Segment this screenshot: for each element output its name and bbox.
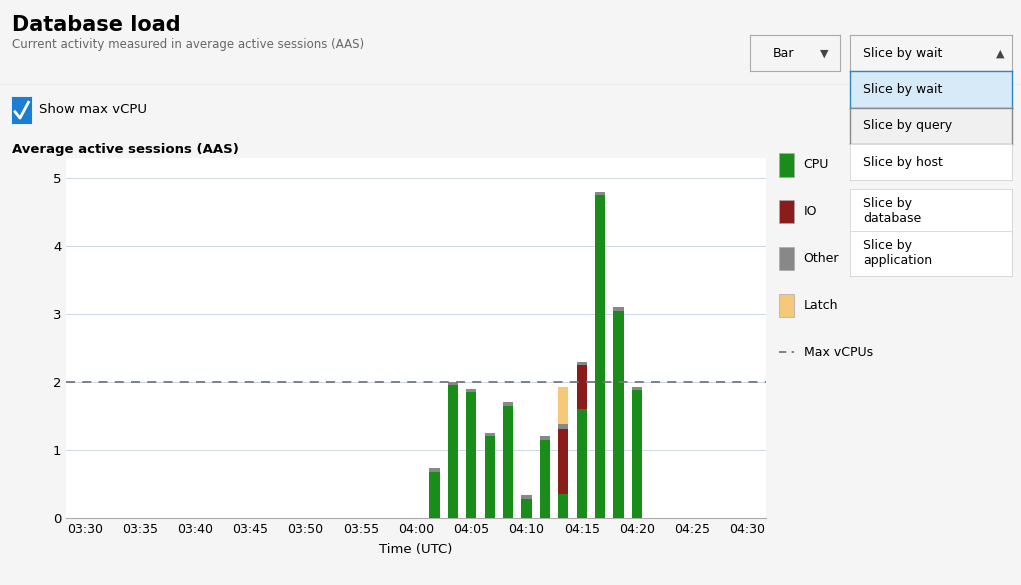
Bar (503, 406, 514, 518)
Bar (779, 153, 793, 177)
Bar (540, 436, 550, 440)
Bar (632, 387, 642, 390)
Bar (577, 409, 587, 518)
Bar (779, 294, 793, 317)
Text: CPU: CPU (804, 159, 829, 171)
Text: ▼: ▼ (820, 48, 828, 58)
Bar (558, 429, 569, 494)
Bar (779, 200, 793, 223)
Bar (540, 440, 550, 518)
Bar (577, 362, 587, 365)
Text: Slice by wait: Slice by wait (864, 83, 942, 96)
Text: Slice by host: Slice by host (864, 156, 943, 168)
Text: Slice by
application: Slice by application (864, 239, 932, 267)
Bar (503, 402, 514, 406)
Bar (558, 387, 569, 424)
Bar (614, 311, 624, 518)
Text: Other: Other (804, 252, 839, 265)
Bar (485, 436, 495, 518)
Bar (448, 382, 458, 386)
Bar (430, 468, 439, 472)
Bar (558, 424, 569, 429)
Bar (485, 433, 495, 436)
Text: Bar: Bar (773, 47, 794, 60)
Text: Max vCPUs: Max vCPUs (804, 346, 873, 359)
Bar (577, 365, 587, 409)
Bar (522, 499, 532, 518)
Bar (558, 494, 569, 518)
Text: IO: IO (804, 205, 817, 218)
Text: Slice by query: Slice by query (864, 119, 953, 132)
Bar (430, 472, 439, 518)
Bar (595, 195, 605, 518)
Text: Average active sessions (AAS): Average active sessions (AAS) (12, 143, 239, 156)
Bar (779, 247, 793, 270)
Text: Current activity measured in average active sessions (AAS): Current activity measured in average act… (12, 38, 364, 51)
Text: Slice by wait: Slice by wait (864, 47, 942, 60)
Bar (614, 307, 624, 311)
Text: Show max vCPU: Show max vCPU (39, 104, 147, 116)
Bar (522, 495, 532, 499)
Text: Latch: Latch (804, 299, 838, 312)
Text: Slice by
database: Slice by database (864, 197, 922, 225)
Bar (595, 192, 605, 195)
Bar (467, 389, 477, 392)
Text: Database load: Database load (12, 15, 181, 35)
X-axis label: Time (UTC): Time (UTC) (380, 542, 452, 556)
Bar (467, 392, 477, 518)
Bar (448, 386, 458, 518)
Text: ▲: ▲ (996, 48, 1005, 58)
Bar (632, 390, 642, 518)
